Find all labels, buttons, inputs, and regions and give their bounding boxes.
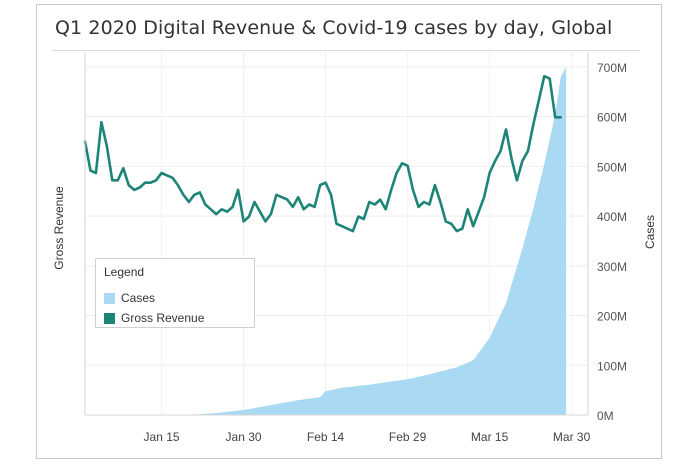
y-axis-right-ticks: 0M 100M 200M 300M 400M 500M 600M 700M <box>597 61 627 423</box>
y-tick-label: 700M <box>597 61 627 75</box>
x-tick-label: Feb 14 <box>307 430 345 444</box>
y-tick-label: 300M <box>597 260 627 274</box>
legend-label-cases: Cases <box>121 291 156 305</box>
y-tick-label: 400M <box>597 210 627 224</box>
y-tick-label: 500M <box>597 160 627 174</box>
gross-revenue-line <box>83 74 563 233</box>
cases-area <box>85 66 567 416</box>
x-tick-label: Jan 15 <box>144 430 180 444</box>
chart-title: Q1 2020 Digital Revenue & Covid-19 cases… <box>55 17 613 39</box>
legend-title: Legend <box>104 265 145 279</box>
legend-item-cases: Cases <box>104 291 155 305</box>
y-tick-label: 0M <box>597 409 614 423</box>
y-tick-label: 600M <box>597 111 627 125</box>
revenue-line-layer <box>83 74 563 233</box>
x-tick-label: Jan 30 <box>226 430 262 444</box>
title-divider <box>52 50 640 51</box>
y-tick-label: 200M <box>597 310 627 324</box>
legend: Legend Cases Gross Revenue <box>95 258 255 328</box>
legend-item-gross-revenue: Gross Revenue <box>104 311 204 325</box>
legend-swatch-gross-revenue <box>104 312 115 324</box>
legend-swatch-cases <box>104 292 115 304</box>
y-tick-label: 100M <box>597 359 627 373</box>
x-tick-label: Mar 30 <box>553 430 591 444</box>
x-tick-label: Feb 29 <box>389 430 427 444</box>
axes <box>84 52 589 416</box>
x-axis-ticks: Jan 15 Jan 30 Feb 14 Feb 29 Mar 15 Mar 30 <box>144 430 591 444</box>
x-tick-label: Mar 15 <box>471 430 509 444</box>
cases-area-layer <box>85 66 567 416</box>
legend-label-gross-revenue: Gross Revenue <box>121 311 205 325</box>
